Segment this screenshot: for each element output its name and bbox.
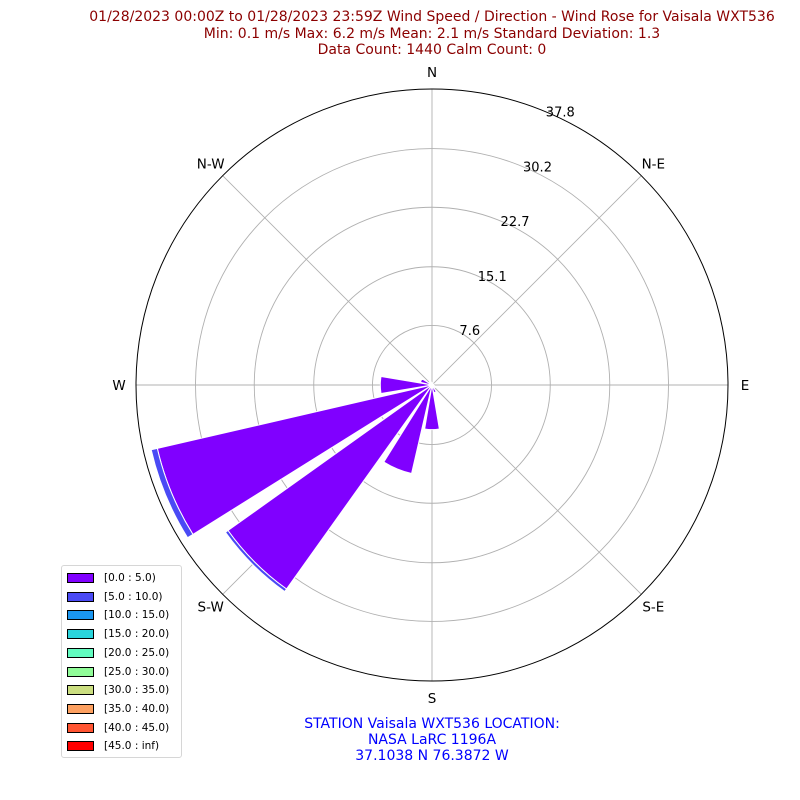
bar-202.5deg-bin-0	[383, 384, 433, 475]
bar-247.5deg-bin-1	[150, 447, 194, 539]
legend-entry-8: [40.0 : 45.0)	[67, 721, 169, 735]
legend-entry-3: [15.0 : 20.0)	[67, 627, 169, 641]
legend-label-4: [20.0 : 25.0)	[104, 646, 170, 659]
axis-labels: N N-E E S-E S S-W W N-W 7.6 15.1 22.7 30.2 37.8	[112, 65, 749, 707]
direction-label-n-e: N-E	[642, 157, 666, 173]
legend-entry-6: [30.0 : 35.0)	[67, 683, 169, 697]
legend-swatch-5	[67, 666, 94, 677]
legend-entry-5: [25.0 : 30.0)	[67, 665, 169, 679]
chart-title-line-1: 01/28/2023 00:00Z to 01/28/2023 23:59Z W…	[89, 9, 775, 25]
legend-swatch-9	[67, 741, 94, 752]
direction-label-s-e: S-E	[642, 599, 664, 615]
direction-label-s: S	[428, 691, 437, 707]
station-line-1: STATION Vaisala WXT536 LOCATION:	[304, 716, 560, 732]
legend-label-0: [0.0 : 5.0)	[104, 572, 156, 584]
legend-label-6: [30.0 : 35.0)	[104, 684, 170, 697]
legend-entry-0: [0.0 : 5.0)	[67, 571, 156, 585]
bar-180deg-bin-0	[424, 384, 440, 431]
bar-270deg-bin-0	[379, 375, 433, 395]
legend-entry-7: [35.0 : 40.0)	[67, 702, 169, 716]
legend-swatch-2	[67, 610, 94, 621]
station-line-3: 37.1038 N 76.3872 W	[355, 748, 509, 764]
legend-label-1: [5.0 : 10.0)	[104, 590, 163, 603]
radial-tick-label-2: 22.7	[501, 215, 530, 230]
legend-label-7: [35.0 : 40.0)	[104, 702, 170, 715]
direction-label-w: W	[112, 378, 125, 394]
station-line-2: NASA LaRC 1196A	[367, 732, 497, 748]
legend-swatch-4	[67, 647, 94, 658]
bar-337.5deg-bin-0	[429, 381, 433, 386]
direction-label-e: E	[741, 378, 750, 394]
legend-label-8: [40.0 : 45.0)	[104, 721, 170, 734]
polar-outer-circle	[135, 88, 729, 682]
legend-label-3: [15.0 : 20.0)	[104, 628, 170, 641]
legend-entry-1: [5.0 : 10.0)	[67, 590, 162, 604]
legend-swatch-3	[67, 629, 94, 640]
legend-label-9: [45.0 : inf)	[104, 740, 160, 753]
speed-legend: [0.0 : 5.0) [5.0 : 10.0) [10.0 : 15.0) [15.…	[61, 565, 182, 758]
chart-title-line-3: Data Count: 1440 Calm Count: 0	[317, 42, 547, 58]
legend-swatch-1	[67, 591, 94, 602]
radial-tick-label-1: 15.1	[478, 270, 507, 285]
radial-tick-label-3: 30.2	[523, 161, 552, 176]
bar-225deg-bin-1	[224, 529, 288, 593]
legend-swatch-0	[67, 573, 94, 583]
legend-label-2: [10.0 : 15.0)	[104, 609, 170, 622]
grid-spoke-1	[431, 175, 642, 386]
polar-frame	[135, 88, 729, 682]
chart-title-line-2: Min: 0.1 m/s Max: 6.2 m/s Mean: 2.1 m/s …	[203, 26, 661, 42]
legend-entry-4: [20.0 : 25.0)	[67, 646, 169, 660]
direction-label-s-w: S-W	[198, 599, 224, 615]
legend-entry-9: [45.0 : inf)	[67, 739, 159, 753]
polar-grid	[136, 89, 728, 681]
radial-tick-label-4: 37.8	[546, 106, 575, 121]
grid-spoke-7	[222, 175, 433, 386]
legend-entry-2: [10.0 : 15.0)	[67, 608, 169, 622]
radial-tick-label-0: 7.6	[459, 324, 480, 339]
grid-spoke-3	[431, 384, 642, 595]
legend-swatch-6	[67, 685, 94, 696]
direction-label-n: N	[427, 65, 437, 81]
direction-label-n-w: N-W	[197, 157, 225, 173]
wind-rose-bars	[150, 375, 440, 593]
legend-swatch-8	[67, 722, 94, 733]
legend-swatch-7	[67, 703, 94, 714]
legend-label-5: [25.0 : 30.0)	[104, 665, 170, 678]
